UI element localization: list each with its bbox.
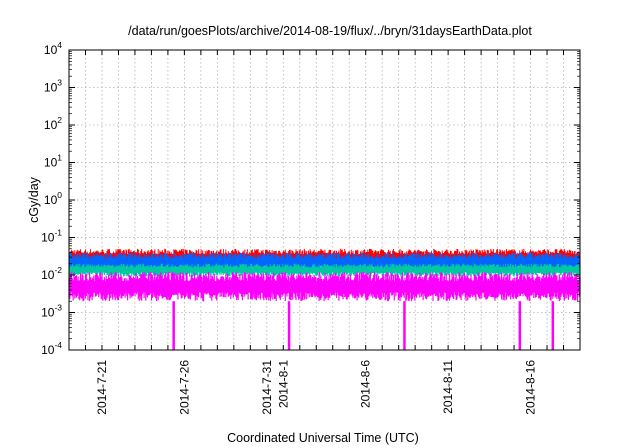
y-tick-label: 101 bbox=[44, 153, 62, 170]
y-tick-label: 103 bbox=[44, 78, 62, 95]
chart-title: /data/run/goesPlots/archive/2014-08-19/f… bbox=[128, 24, 532, 38]
x-tick-label: 2014-7-26 bbox=[177, 360, 191, 415]
x-tick-label: 2014-8-11 bbox=[441, 360, 455, 414]
x-axis-label: Coordinated Universal Time (UTC) bbox=[227, 431, 419, 445]
y-tick-label: 10-3 bbox=[41, 303, 62, 320]
y-axis: 10-4 10-3 10-2 10-1 100 101 102 103 104 bbox=[41, 40, 580, 357]
x-tick-label: 2014-8-16 bbox=[524, 360, 538, 415]
y-axis-label: cGy/day bbox=[27, 176, 41, 223]
grid bbox=[69, 50, 580, 350]
x-axis: 2014-7-21 2014-7-26 2014-7-31 2014-8-1 2014-… bbox=[68, 50, 581, 415]
x-tick-label: 2014-7-21 bbox=[95, 360, 109, 415]
series-band bbox=[68, 272, 581, 302]
y-tick-label: 10-2 bbox=[41, 265, 62, 282]
y-tick-label: 102 bbox=[44, 115, 62, 132]
y-tick-label: 100 bbox=[44, 190, 62, 207]
x-tick-label: 2014-8-1 bbox=[276, 360, 290, 408]
x-tick-label: 2014-8-6 bbox=[359, 360, 373, 408]
y-tick-label: 10-1 bbox=[41, 228, 62, 245]
y-tick-label: 10-4 bbox=[41, 340, 62, 357]
series-area bbox=[68, 248, 581, 350]
x-tick-label: 2014-7-31 bbox=[260, 360, 274, 415]
series-line bbox=[68, 272, 581, 350]
y-tick-label: 104 bbox=[44, 40, 62, 57]
